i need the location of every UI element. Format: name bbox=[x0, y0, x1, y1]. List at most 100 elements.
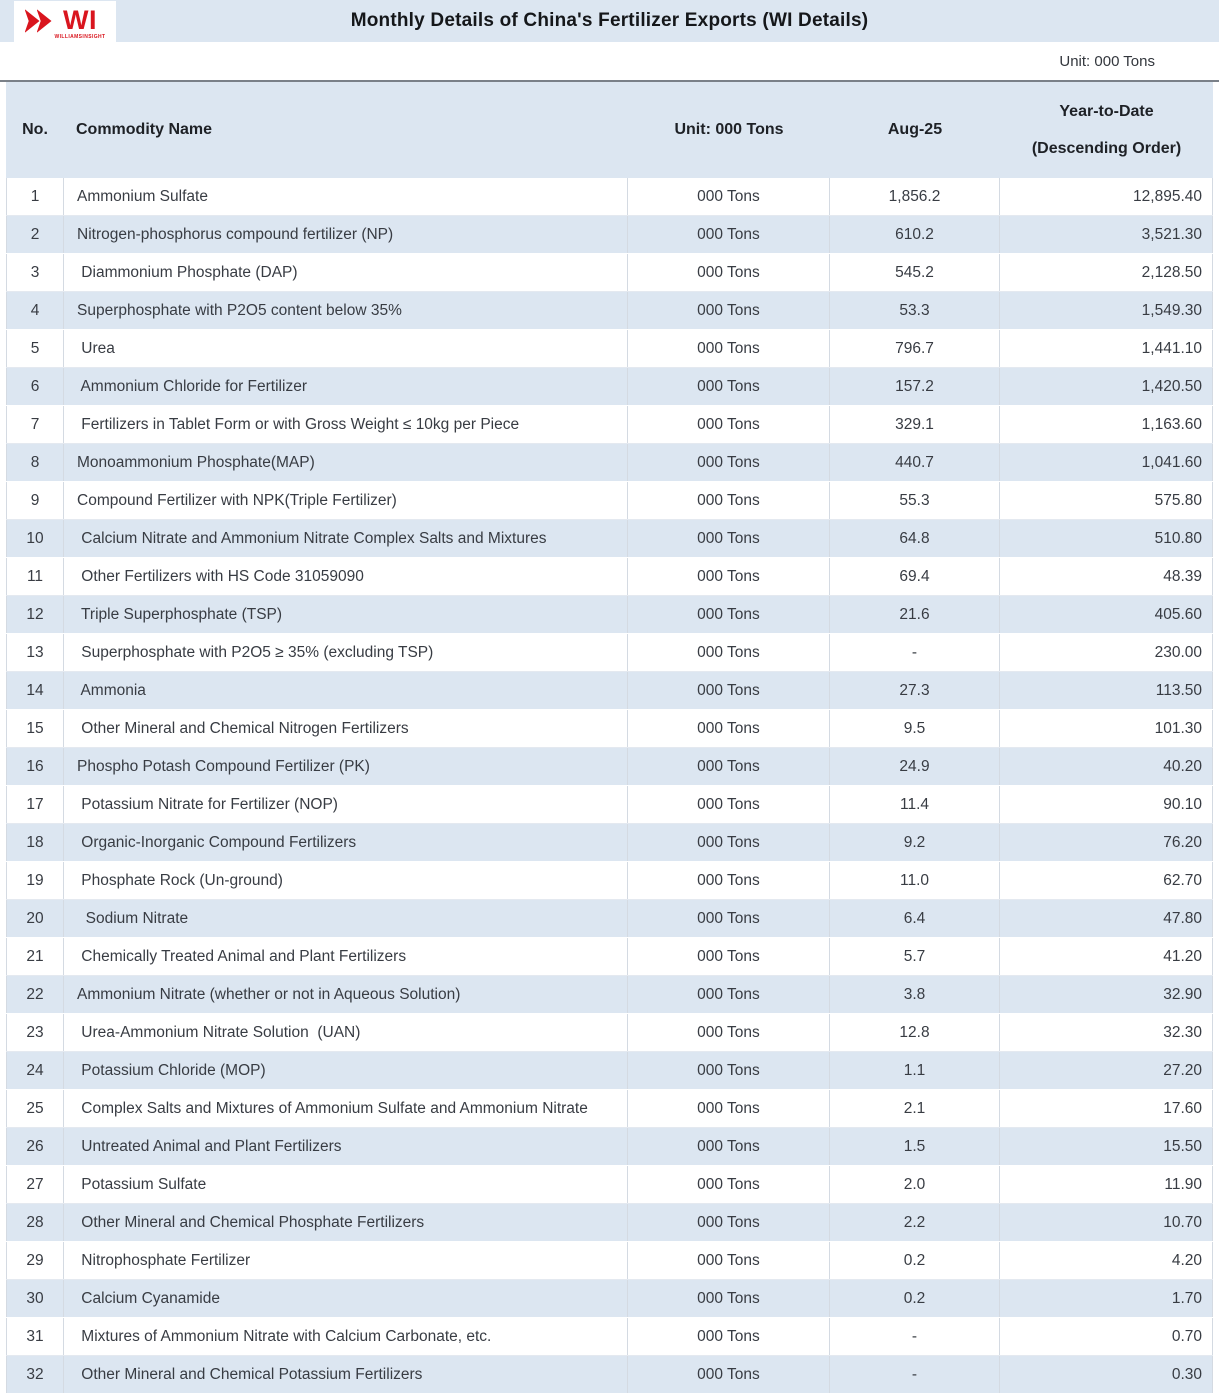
title-band: WI WILLIAMSINSIGHT Monthly Details of Ch… bbox=[0, 0, 1219, 45]
cell-commodity-name: Urea bbox=[64, 330, 628, 367]
cell-commodity-name: Complex Salts and Mixtures of Ammonium S… bbox=[64, 1090, 628, 1127]
cell-no: 32 bbox=[6, 1356, 64, 1393]
cell-unit: 000 Tons bbox=[628, 1166, 830, 1203]
brand-logo: WI WILLIAMSINSIGHT bbox=[14, 1, 116, 45]
cell-ytd-value: 1,163.60 bbox=[1000, 406, 1213, 443]
cell-no: 19 bbox=[6, 862, 64, 899]
cell-ytd-value: 230.00 bbox=[1000, 634, 1213, 671]
cell-no: 10 bbox=[6, 520, 64, 557]
unit-note-band: Unit: 000 Tons bbox=[0, 42, 1219, 82]
cell-no: 25 bbox=[6, 1090, 64, 1127]
cell-no: 29 bbox=[6, 1242, 64, 1279]
cell-ytd-value: 32.30 bbox=[1000, 1014, 1213, 1051]
table-row: 2 Nitrogen-phosphorus compound fertilizer… bbox=[6, 216, 1213, 254]
cell-ytd-value: 62.70 bbox=[1000, 862, 1213, 899]
table-row: 16 Phospho Potash Compound Fertilizer (PK… bbox=[6, 748, 1213, 786]
cell-no: 9 bbox=[6, 482, 64, 519]
cell-no: 11 bbox=[6, 558, 64, 595]
cell-unit: 000 Tons bbox=[628, 1128, 830, 1165]
table-row: 5 Urea 000 Tons 796.7 1,441.10 bbox=[6, 330, 1213, 368]
cell-aug-value: 2.1 bbox=[830, 1090, 1000, 1127]
fertilizer-exports-table: No. Commodity Name Unit: 000 Tons Aug-25… bbox=[6, 82, 1213, 1394]
cell-commodity-name: Other Fertilizers with HS Code 31059090 bbox=[64, 558, 628, 595]
cell-ytd-value: 76.20 bbox=[1000, 824, 1213, 861]
cell-ytd-value: 101.30 bbox=[1000, 710, 1213, 747]
ytd-header-line1: Year-to-Date bbox=[1059, 103, 1154, 120]
cell-ytd-value: 405.60 bbox=[1000, 596, 1213, 633]
cell-unit: 000 Tons bbox=[628, 634, 830, 671]
cell-aug-value: 11.4 bbox=[830, 786, 1000, 823]
table-row: 15 Other Mineral and Chemical Nitrogen F… bbox=[6, 710, 1213, 748]
table-row: 11 Other Fertilizers with HS Code 310590… bbox=[6, 558, 1213, 596]
cell-ytd-value: 17.60 bbox=[1000, 1090, 1213, 1127]
table-row: 10 Calcium Nitrate and Ammonium Nitrate … bbox=[6, 520, 1213, 558]
cell-ytd-value: 510.80 bbox=[1000, 520, 1213, 557]
cell-no: 5 bbox=[6, 330, 64, 367]
cell-aug-value: 1.1 bbox=[830, 1052, 1000, 1089]
cell-no: 20 bbox=[6, 900, 64, 937]
table-row: 8 Monoammonium Phosphate(MAP) 000 Tons 440.… bbox=[6, 444, 1213, 482]
cell-aug-value: 55.3 bbox=[830, 482, 1000, 519]
cell-unit: 000 Tons bbox=[628, 900, 830, 937]
cell-unit: 000 Tons bbox=[628, 444, 830, 481]
cell-no: 17 bbox=[6, 786, 64, 823]
table-header-row: No. Commodity Name Unit: 000 Tons Aug-25… bbox=[6, 82, 1213, 178]
cell-aug-value: 69.4 bbox=[830, 558, 1000, 595]
cell-unit: 000 Tons bbox=[628, 596, 830, 633]
cell-aug-value: 9.2 bbox=[830, 824, 1000, 861]
cell-commodity-name: Superphosphate with P2O5 content below 3… bbox=[64, 292, 628, 329]
cell-ytd-value: 1,441.10 bbox=[1000, 330, 1213, 367]
cell-ytd-value: 0.70 bbox=[1000, 1318, 1213, 1355]
table-row: 23 Urea-Ammonium Nitrate Solution (UAN) 0… bbox=[6, 1014, 1213, 1052]
cell-unit: 000 Tons bbox=[628, 710, 830, 747]
cell-no: 31 bbox=[6, 1318, 64, 1355]
cell-aug-value: - bbox=[830, 634, 1000, 671]
cell-commodity-name: Calcium Cyanamide bbox=[64, 1280, 628, 1317]
table-row: 17 Potassium Nitrate for Fertilizer (NOP… bbox=[6, 786, 1213, 824]
cell-unit: 000 Tons bbox=[628, 254, 830, 291]
cell-commodity-name: Nitrophosphate Fertilizer bbox=[64, 1242, 628, 1279]
table-row: 25 Complex Salts and Mixtures of Ammoniu… bbox=[6, 1090, 1213, 1128]
cell-no: 24 bbox=[6, 1052, 64, 1089]
cell-unit: 000 Tons bbox=[628, 786, 830, 823]
cell-commodity-name: Monoammonium Phosphate(MAP) bbox=[64, 444, 628, 481]
logo-text: WI bbox=[63, 4, 97, 35]
cell-no: 3 bbox=[6, 254, 64, 291]
cell-no: 2 bbox=[6, 216, 64, 253]
cell-ytd-value: 0.30 bbox=[1000, 1356, 1213, 1393]
table-row: 21 Chemically Treated Animal and Plant F… bbox=[6, 938, 1213, 976]
cell-commodity-name: Chemically Treated Animal and Plant Fert… bbox=[64, 938, 628, 975]
cell-aug-value: 0.2 bbox=[830, 1242, 1000, 1279]
cell-aug-value: 157.2 bbox=[830, 368, 1000, 405]
cell-no: 13 bbox=[6, 634, 64, 671]
cell-no: 30 bbox=[6, 1280, 64, 1317]
cell-aug-value: 64.8 bbox=[830, 520, 1000, 557]
cell-commodity-name: Calcium Nitrate and Ammonium Nitrate Com… bbox=[64, 520, 628, 557]
cell-aug-value: - bbox=[830, 1356, 1000, 1393]
cell-no: 18 bbox=[6, 824, 64, 861]
cell-aug-value: 796.7 bbox=[830, 330, 1000, 367]
cell-aug-value: - bbox=[830, 1318, 1000, 1355]
cell-aug-value: 53.3 bbox=[830, 292, 1000, 329]
cell-aug-value: 5.7 bbox=[830, 938, 1000, 975]
cell-unit: 000 Tons bbox=[628, 216, 830, 253]
cell-commodity-name: Other Mineral and Chemical Potassium Fer… bbox=[64, 1356, 628, 1393]
page-title: Monthly Details of China's Fertilizer Ex… bbox=[350, 10, 869, 31]
table-row: 32 Other Mineral and Chemical Potassium … bbox=[6, 1356, 1213, 1394]
cell-commodity-name: Phospho Potash Compound Fertilizer (PK) bbox=[64, 748, 628, 785]
cell-unit: 000 Tons bbox=[628, 406, 830, 443]
cell-commodity-name: Organic-Inorganic Compound Fertilizers bbox=[64, 824, 628, 861]
cell-ytd-value: 48.39 bbox=[1000, 558, 1213, 595]
cell-no: 12 bbox=[6, 596, 64, 633]
cell-unit: 000 Tons bbox=[628, 1356, 830, 1393]
cell-no: 6 bbox=[6, 368, 64, 405]
cell-unit: 000 Tons bbox=[628, 1280, 830, 1317]
cell-aug-value: 2.0 bbox=[830, 1166, 1000, 1203]
cell-unit: 000 Tons bbox=[628, 1090, 830, 1127]
cell-ytd-value: 575.80 bbox=[1000, 482, 1213, 519]
cell-commodity-name: Other Mineral and Chemical Nitrogen Fert… bbox=[64, 710, 628, 747]
cell-commodity-name: Mixtures of Ammonium Nitrate with Calciu… bbox=[64, 1318, 628, 1355]
cell-unit: 000 Tons bbox=[628, 1204, 830, 1241]
cell-no: 26 bbox=[6, 1128, 64, 1165]
cell-no: 7 bbox=[6, 406, 64, 443]
